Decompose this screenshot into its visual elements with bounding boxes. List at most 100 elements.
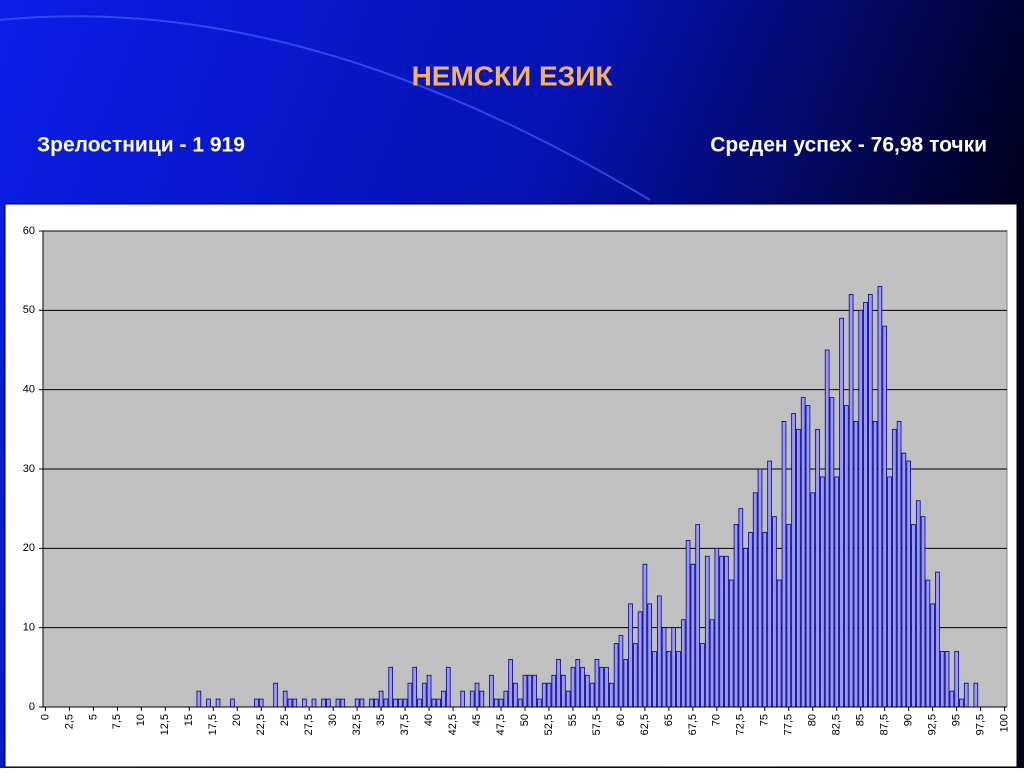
x-tick-label: 100 bbox=[999, 714, 1011, 732]
bar bbox=[666, 651, 672, 708]
bar bbox=[920, 516, 926, 708]
bar bbox=[791, 413, 796, 708]
bar bbox=[776, 579, 782, 708]
bar bbox=[273, 682, 278, 708]
bar bbox=[853, 420, 859, 708]
bar bbox=[877, 286, 883, 708]
x-tick-label: 50 bbox=[519, 714, 531, 726]
x-tick-label: 0 bbox=[39, 714, 51, 720]
bar bbox=[872, 420, 878, 708]
x-tick-label: 55 bbox=[567, 714, 579, 726]
bar bbox=[800, 397, 806, 708]
bar bbox=[359, 698, 365, 708]
bar bbox=[517, 698, 523, 708]
bar bbox=[700, 643, 705, 708]
bar bbox=[287, 698, 293, 708]
bar bbox=[354, 698, 360, 708]
x-tick-label: 45 bbox=[471, 714, 483, 726]
bar bbox=[786, 524, 792, 708]
x-tick-label: 95 bbox=[951, 714, 963, 726]
subtitle: Зрелостници - 1 919 bbox=[37, 134, 245, 157]
bar bbox=[939, 651, 945, 708]
bar bbox=[508, 659, 513, 708]
x-tick-label: 80 bbox=[807, 714, 819, 726]
x-tick-label: 7,5 bbox=[111, 714, 123, 729]
bar bbox=[748, 532, 753, 708]
bar bbox=[613, 643, 619, 708]
bar bbox=[441, 690, 446, 708]
bar bbox=[661, 627, 667, 708]
bar bbox=[599, 666, 605, 708]
bar bbox=[532, 674, 537, 708]
bar bbox=[493, 698, 499, 708]
bar bbox=[469, 690, 475, 708]
title: НЕМСКИ ЕЗИК bbox=[412, 60, 614, 91]
x-tick-label: 30 bbox=[327, 714, 339, 726]
decor bbox=[0, 15, 651, 201]
bar bbox=[369, 698, 374, 708]
bar bbox=[709, 619, 715, 708]
bar bbox=[637, 611, 643, 708]
bar bbox=[652, 651, 657, 708]
bar bbox=[858, 309, 864, 708]
x-tick-label: 70 bbox=[711, 714, 723, 726]
x-tick-label: 20 bbox=[231, 714, 243, 726]
bar bbox=[412, 666, 418, 708]
bar bbox=[282, 690, 288, 708]
bar bbox=[810, 492, 816, 708]
bar bbox=[671, 627, 676, 708]
bar bbox=[623, 659, 629, 708]
bar bbox=[340, 698, 346, 708]
bar bbox=[647, 603, 653, 708]
bar bbox=[642, 563, 648, 708]
bar bbox=[844, 405, 849, 708]
bar bbox=[901, 452, 907, 708]
bar bbox=[421, 682, 427, 708]
bar bbox=[230, 698, 235, 708]
bar bbox=[580, 666, 585, 708]
x-tick-label: 62,5 bbox=[639, 714, 651, 735]
x-tick-label: 92,5 bbox=[927, 714, 939, 735]
bar bbox=[254, 698, 259, 708]
x-tick-label: 12,5 bbox=[159, 714, 171, 735]
bar bbox=[206, 698, 211, 708]
x-tick-label: 42,5 bbox=[447, 714, 459, 735]
bar bbox=[944, 651, 950, 708]
bar bbox=[752, 492, 758, 708]
x-tick-label: 17,5 bbox=[207, 714, 219, 735]
bar bbox=[513, 682, 518, 708]
x-tick-label: 67,5 bbox=[687, 714, 699, 735]
bar bbox=[551, 674, 557, 708]
x-tick-label: 87,5 bbox=[879, 714, 891, 735]
y-tick-label: 60 bbox=[23, 225, 35, 237]
bar bbox=[556, 659, 561, 708]
bar bbox=[891, 428, 897, 708]
bar bbox=[302, 698, 307, 708]
bar bbox=[724, 555, 729, 708]
bar bbox=[848, 294, 854, 708]
bar bbox=[781, 420, 787, 708]
y-tick-label: 20 bbox=[23, 542, 35, 554]
x-tick-label: 72,5 bbox=[735, 714, 747, 735]
bar bbox=[383, 698, 389, 708]
bar bbox=[498, 698, 504, 708]
bar bbox=[656, 595, 662, 708]
bar bbox=[628, 603, 633, 708]
bar bbox=[522, 674, 528, 708]
bar bbox=[959, 698, 964, 708]
bar bbox=[925, 579, 931, 708]
bar bbox=[949, 690, 955, 708]
bar bbox=[561, 674, 566, 708]
x-tick-label: 5 bbox=[87, 714, 99, 720]
bar bbox=[685, 540, 691, 708]
bar bbox=[527, 674, 533, 708]
x-tick-label: 82,5 bbox=[831, 714, 843, 735]
bar bbox=[196, 690, 202, 708]
bar bbox=[954, 651, 959, 708]
bar bbox=[738, 508, 744, 708]
bar bbox=[757, 468, 763, 708]
bar bbox=[546, 682, 552, 708]
bar bbox=[618, 635, 624, 708]
bar bbox=[935, 571, 940, 708]
bar bbox=[695, 524, 700, 708]
